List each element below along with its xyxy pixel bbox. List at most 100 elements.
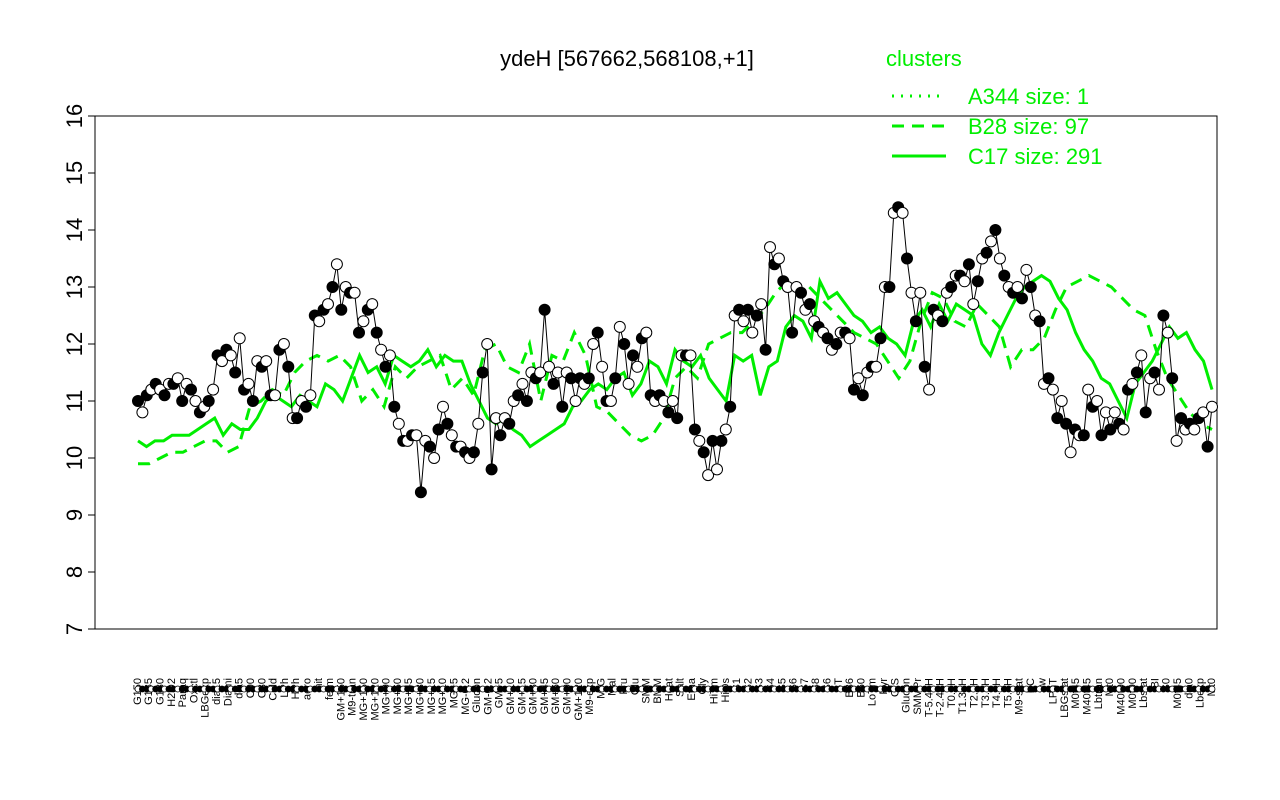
data-point (1197, 406, 1210, 419)
data-point (1055, 395, 1068, 407)
x-tick-label: T-5.40H (923, 678, 935, 717)
data-point (1157, 309, 1170, 322)
data-point (304, 389, 317, 402)
data-point (821, 332, 834, 345)
x-tick-label: M9-tran (347, 678, 359, 716)
data-point (750, 309, 763, 322)
data-point (715, 434, 728, 447)
data-point (1104, 423, 1117, 436)
series-line-c17 (137, 273, 1214, 449)
x-tick-label: M0t45 (1172, 678, 1184, 709)
data-point (494, 429, 507, 442)
data-point (260, 355, 273, 368)
data-point (432, 423, 445, 436)
data-point (300, 400, 312, 413)
data-point (803, 298, 816, 311)
data-point (445, 429, 458, 442)
data-point (662, 406, 675, 419)
data-point (936, 315, 949, 328)
data-point (985, 235, 997, 248)
data-point (171, 372, 184, 385)
data-point (534, 366, 547, 379)
data-point (512, 389, 525, 402)
data-point (883, 281, 896, 293)
data-point (755, 298, 768, 311)
data-point (1095, 429, 1108, 442)
legend-label: C17 size: 291 (968, 144, 1103, 169)
y-tick-label: 8 (62, 566, 87, 578)
data-point (388, 400, 401, 413)
x-tick-label: SMMPr (912, 678, 924, 715)
data-point (980, 246, 993, 259)
x-tick-label: GM+120 (573, 678, 585, 721)
data-point (711, 463, 723, 476)
data-point (1148, 366, 1161, 379)
data-point (967, 298, 980, 311)
x-tick-label: MG+60 (392, 678, 404, 714)
data-point (233, 332, 246, 345)
x-tick-label: nit (313, 678, 325, 690)
data-point (538, 303, 551, 316)
data-point (702, 469, 715, 482)
x-tick-label: MG+45 (403, 678, 415, 714)
data-point (896, 206, 909, 219)
data-point (772, 252, 785, 265)
y-tick-label: 14 (62, 218, 87, 242)
x-tick-label: M40t45 (1082, 678, 1094, 715)
data-point (795, 286, 807, 299)
x-tick-label: M0t45 (1070, 678, 1082, 709)
y-tick-label: 15 (62, 161, 87, 185)
data-point (132, 395, 144, 407)
data-point (1046, 383, 1059, 396)
x-tick-label: H2O2 (166, 678, 178, 707)
data-point (737, 315, 750, 328)
data-point (874, 332, 887, 345)
x-tick-label: MG+10 (437, 678, 449, 714)
data-point (688, 423, 701, 436)
data-point (330, 258, 343, 271)
data-point (746, 326, 759, 339)
x-tick-label: T-2.40H (935, 678, 947, 717)
data-point (901, 252, 913, 265)
data-point (481, 338, 494, 350)
data-point (764, 241, 776, 254)
x-marker (1208, 685, 1216, 693)
y-tick-label: 7 (62, 623, 87, 635)
data-point (410, 429, 423, 442)
x-tick-label: GM+5 (494, 678, 506, 708)
x-tick-label: Lbtran (1093, 678, 1105, 709)
data-point (1060, 417, 1073, 430)
x-tick-label: MG+5 (448, 678, 460, 708)
x-tick-label: T2.0H (968, 678, 980, 708)
data-point (1161, 326, 1174, 339)
data-point (313, 315, 326, 328)
data-point (1020, 263, 1033, 276)
data-point (1091, 395, 1104, 407)
data-point (392, 417, 405, 430)
data-point (353, 326, 365, 339)
data-point (870, 360, 883, 373)
data-point (1108, 406, 1121, 419)
data-point (671, 412, 684, 425)
data-point (383, 349, 396, 362)
data-point (375, 343, 388, 356)
y-tick-label: 13 (62, 275, 87, 299)
x-tick-label: Glucon (471, 678, 483, 713)
x-tick-label: GM-0.2 (482, 678, 494, 715)
data-point (1139, 406, 1152, 419)
data-point (786, 326, 799, 339)
x-tick-label: M9-stat (1014, 678, 1026, 715)
data-point (326, 281, 339, 293)
x-tick-label: GM+150 (335, 678, 347, 721)
data-point (246, 395, 259, 407)
y-tick-label: 16 (62, 104, 87, 128)
data-point (1117, 423, 1130, 436)
y-tick-label: 12 (62, 332, 87, 356)
data-point (569, 395, 582, 407)
data-point (582, 372, 595, 385)
data-point (379, 360, 392, 373)
data-point (596, 360, 609, 373)
data-point (269, 389, 281, 402)
data-point (945, 281, 958, 293)
data-point (370, 326, 383, 339)
